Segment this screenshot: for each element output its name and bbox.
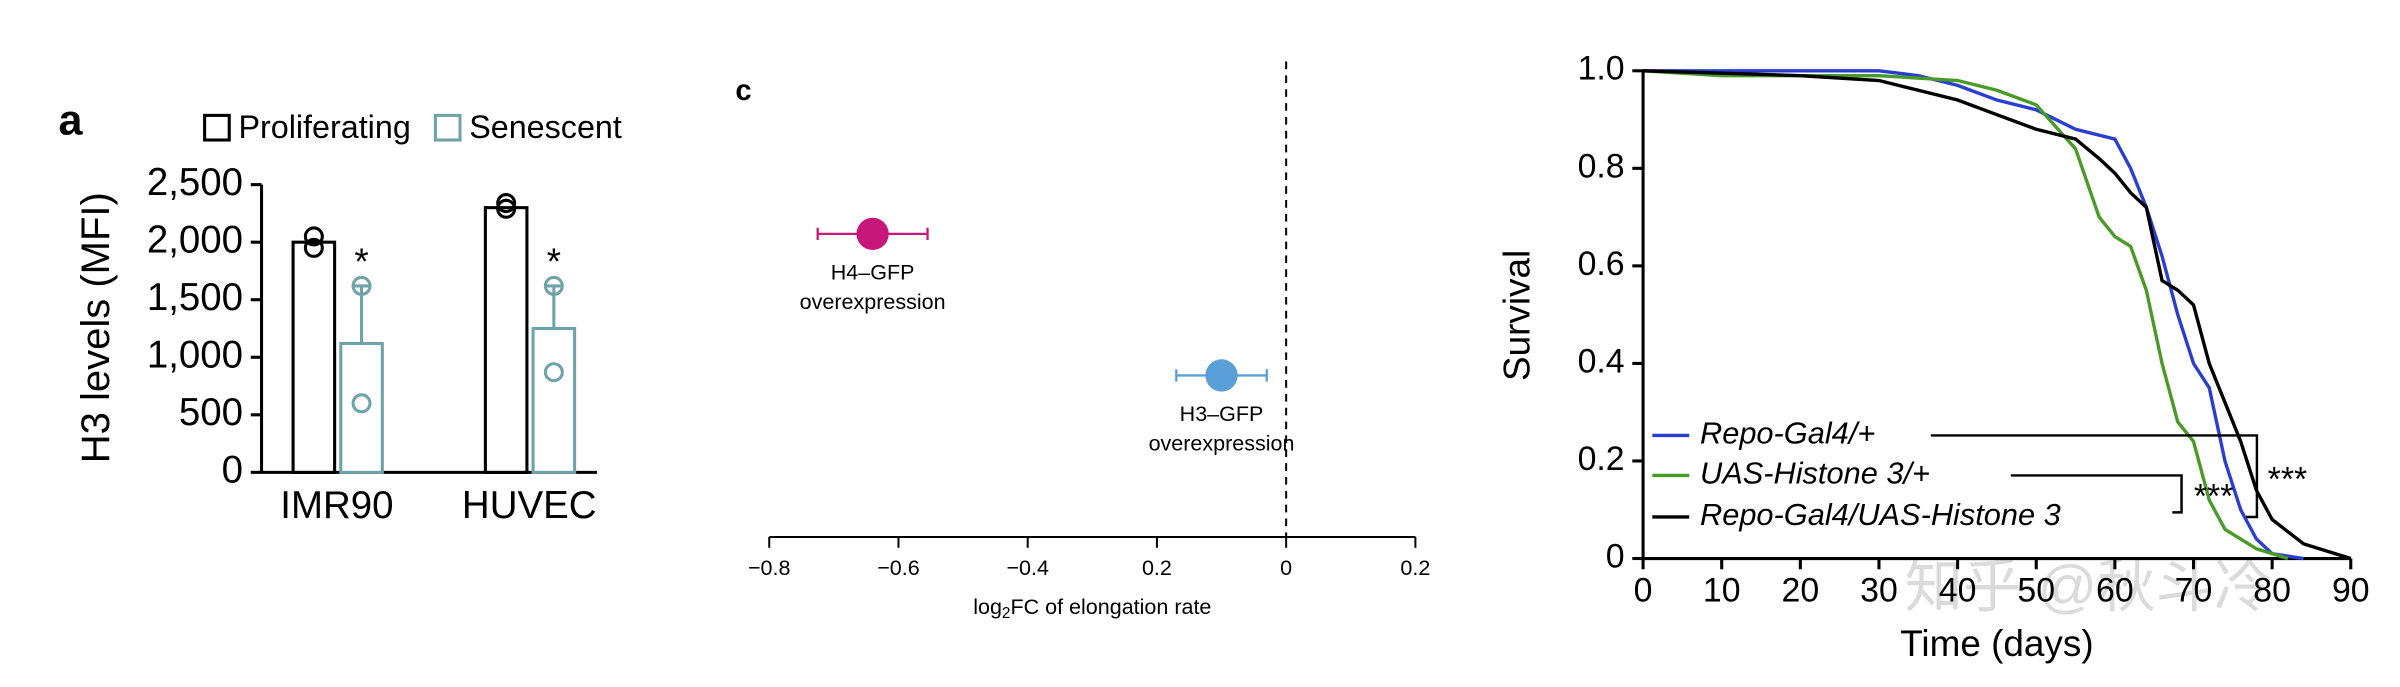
significance: *** (2194, 477, 2233, 515)
point-label: overexpression (1149, 431, 1295, 455)
point-label: H3–GFP (1180, 402, 1264, 426)
x-tick-label: −0.8 (748, 556, 791, 580)
data-point (351, 393, 372, 414)
y-tick-label: 0 (222, 449, 243, 492)
bracket (1930, 434, 2259, 519)
x-tick-label: IMR90 (280, 484, 393, 527)
bar (291, 240, 337, 474)
legend-label: Repo-Gal4/+ (1700, 416, 1875, 451)
x-tick-label: −0.4 (1006, 556, 1049, 580)
legend-label: Repo-Gal4/UAS-Histone 3 (1700, 497, 2061, 532)
bar (339, 341, 384, 474)
x-axis-label: Time (days) (1900, 623, 2093, 664)
x-tick-label: 60 (2096, 571, 2134, 609)
data-point (303, 237, 324, 258)
bracket (2010, 474, 2183, 514)
legend-swatch (203, 113, 231, 142)
y-axis-label: Survival (1497, 250, 1538, 381)
y-tick-label: 0.6 (1578, 245, 1625, 283)
panel-label: c (735, 75, 751, 107)
significance: *** (2268, 461, 2307, 499)
legend-label: Senescent (469, 109, 622, 145)
x-tick-label: 90 (2332, 571, 2370, 609)
y-tick-label: 1,500 (147, 276, 243, 319)
y-tick-label: 1.0 (1578, 50, 1625, 88)
x-axis-label-part: log (973, 594, 1002, 618)
data-point (303, 226, 324, 247)
bar (483, 206, 529, 474)
x-tick-label: HUVEC (462, 484, 597, 527)
y-tick-label: 2,500 (147, 161, 243, 204)
data-point (543, 275, 564, 296)
x-tick-label: −0.6 (877, 556, 920, 580)
x-axis-label-part: 2 (1002, 605, 1011, 622)
x-tick-label: 80 (2253, 571, 2291, 609)
legend-label: UAS-Histone 3/+ (1700, 456, 1930, 491)
significance: * (354, 241, 368, 282)
x-tick-label: 0.2 (1400, 556, 1430, 580)
y-tick-label: 500 (179, 391, 243, 434)
watermark: 知乎 @秋斗冷 (1905, 554, 2273, 619)
legend-label: Proliferating (238, 109, 410, 145)
point-label: H4–GFP (831, 261, 915, 285)
x-tick-label: 0.2 (1142, 556, 1172, 580)
y-tick-label: 2,000 (147, 218, 243, 261)
panel-label: a (58, 96, 83, 144)
x-tick-label: 0 (1280, 556, 1292, 580)
significance: * (547, 241, 561, 282)
x-tick-label: 10 (1703, 571, 1741, 609)
data-point (496, 193, 517, 214)
data-point (1205, 359, 1238, 392)
x-tick-label: 0 (1634, 571, 1653, 609)
x-tick-label: 20 (1782, 571, 1820, 609)
bar (531, 326, 577, 474)
data-point (856, 217, 889, 251)
survival-curve (1643, 69, 2352, 561)
y-tick-label: 0.4 (1578, 342, 1625, 380)
y-tick-label: 0.2 (1578, 440, 1625, 478)
y-tick-label: 1,000 (147, 333, 243, 376)
y-axis-label: H3 levels (MFI) (74, 192, 118, 463)
x-axis-label-part: FC of elongation rate (1010, 594, 1211, 618)
survival-curve (1642, 69, 2289, 561)
data-point (496, 198, 517, 219)
x-tick-label: 70 (2175, 571, 2213, 609)
y-tick-label: 0.8 (1578, 147, 1625, 185)
point-label: overexpression (800, 290, 946, 314)
x-tick-label: 50 (2017, 571, 2055, 609)
x-tick-label: 30 (1860, 571, 1898, 609)
x-axis-label: log2FC of elongation rate (973, 594, 1211, 622)
x-tick-label: 40 (1939, 571, 1977, 609)
data-point (543, 362, 564, 383)
y-tick-label: 0 (1606, 537, 1625, 575)
data-point (351, 275, 372, 296)
legend-swatch (433, 113, 462, 142)
